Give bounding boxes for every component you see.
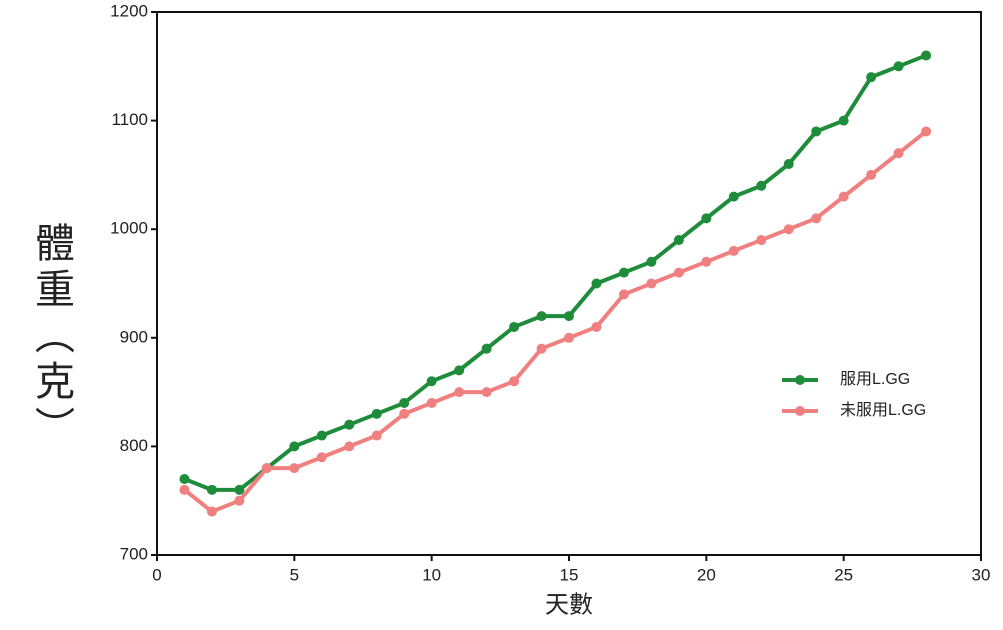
data-point <box>536 343 547 354</box>
data-point <box>454 365 465 376</box>
series-line <box>183 53 927 492</box>
data-point <box>564 332 574 343</box>
legend-marker <box>795 406 805 416</box>
y-tick-label: 1200 <box>110 1 148 20</box>
x-tick-label: 5 <box>290 565 299 584</box>
x-tick-label: 0 <box>152 565 161 584</box>
legend-marker <box>795 375 805 385</box>
data-point <box>399 397 410 408</box>
data-point <box>618 289 629 300</box>
data-point <box>811 213 822 224</box>
data-point <box>838 115 849 126</box>
data-point <box>893 148 904 159</box>
data-point <box>756 235 767 246</box>
data-point <box>316 452 327 463</box>
data-point <box>783 159 794 170</box>
x-tick-label: 15 <box>560 565 579 584</box>
data-point <box>481 343 492 354</box>
data-point <box>234 484 245 495</box>
data-point <box>399 408 410 419</box>
data-point <box>728 245 739 256</box>
data-point <box>289 463 300 474</box>
data-point <box>646 278 657 289</box>
legend-label: 未服用L.GG <box>840 401 926 419</box>
data-point <box>316 430 327 441</box>
x-tick-label: 10 <box>422 565 441 584</box>
data-point <box>646 256 657 267</box>
data-point <box>536 311 547 322</box>
x-tick-label: 20 <box>697 565 716 584</box>
y-tick-label: 700 <box>120 544 148 563</box>
data-point <box>179 473 190 484</box>
data-point <box>921 50 932 61</box>
x-tick-label: 30 <box>972 565 991 584</box>
data-point <box>591 278 602 289</box>
x-axis-label: 天數 <box>545 591 593 619</box>
data-point <box>921 126 932 137</box>
data-point <box>454 387 465 398</box>
data-point <box>701 256 712 267</box>
legend-label: 服用L.GG <box>840 370 910 388</box>
data-point <box>179 484 190 495</box>
data-point <box>866 169 877 180</box>
data-point <box>618 267 629 278</box>
data-point <box>261 463 272 474</box>
data-point <box>426 376 437 387</box>
data-point <box>509 376 520 387</box>
data-point <box>344 441 355 452</box>
data-point <box>426 397 437 408</box>
y-tick-label: 1000 <box>110 219 148 238</box>
data-point <box>756 180 767 191</box>
data-point <box>289 441 300 452</box>
data-point <box>838 191 849 202</box>
y-tick-label: 1100 <box>111 110 148 129</box>
x-tick-label: 25 <box>834 565 853 584</box>
data-point <box>673 267 684 278</box>
data-point <box>673 235 684 246</box>
data-point <box>206 506 217 517</box>
data-point <box>371 408 382 419</box>
data-point <box>481 387 492 398</box>
data-point <box>701 213 712 224</box>
data-point <box>811 126 822 137</box>
data-point <box>371 430 382 441</box>
y-axis-label: 體重（克） <box>28 222 75 452</box>
data-point <box>866 72 877 83</box>
data-point <box>591 321 602 332</box>
data-point <box>728 191 739 202</box>
y-tick-label: 900 <box>120 327 148 346</box>
data-point <box>509 321 520 332</box>
data-point <box>564 311 574 322</box>
series-line <box>183 129 928 514</box>
data-point <box>783 224 794 235</box>
data-point <box>893 61 904 72</box>
data-point <box>234 495 245 506</box>
y-tick-label: 800 <box>120 436 148 455</box>
plot-frame <box>156 11 982 556</box>
data-point <box>206 484 217 495</box>
data-point <box>344 419 355 430</box>
